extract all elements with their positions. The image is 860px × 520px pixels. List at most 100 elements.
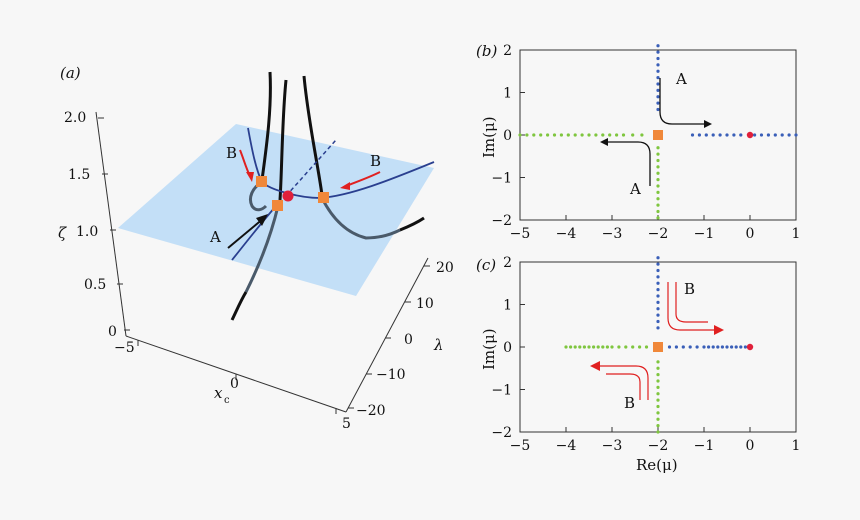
surface-curve-below (248, 180, 268, 212)
data-point (656, 256, 660, 260)
x-tick-label: −4 (556, 438, 577, 454)
data-point (638, 345, 642, 349)
data-point (667, 345, 672, 349)
red-point (282, 190, 294, 202)
data-point (656, 63, 660, 67)
data-point (656, 379, 660, 383)
data-points (564, 256, 754, 434)
annotation-a: A (629, 180, 641, 198)
data-point (656, 197, 660, 201)
arrow-a-head (704, 120, 712, 128)
y-ticks: 2 1 0 −1 −2 (491, 255, 525, 441)
panel-b: (b) −5 −4 −3 −2 −1 0 1 2 1 0 −1 −2 Im(μ) A A (476, 42, 800, 242)
data-point (656, 430, 660, 434)
data-point (656, 95, 660, 99)
panel-label: (b) (476, 42, 497, 60)
arrow-a-head (600, 138, 608, 146)
data-point (720, 345, 725, 349)
data-point (725, 133, 729, 137)
arrow-a (227, 217, 265, 249)
x-tick-label: 0 (746, 226, 755, 242)
x-tick-label: −3 (602, 438, 623, 454)
section-curve (247, 127, 435, 199)
data-point (656, 82, 660, 86)
data-point (656, 392, 660, 396)
x-tick-label: −1 (694, 226, 715, 242)
data-point (656, 262, 660, 266)
annotation-b: B (226, 144, 237, 162)
y-axis-label: Im(μ) (480, 116, 498, 158)
data-point (656, 417, 660, 421)
data-point (702, 345, 706, 349)
data-points (518, 44, 798, 220)
panel-a: (a) 2.0 1.5 1.0 0.5 0 ζ −5 0 5 (58, 64, 454, 432)
data-point (573, 133, 577, 137)
z-axis-label: ζ (58, 224, 67, 242)
z-ticks: 2.0 1.5 1.0 0.5 0 ζ (58, 110, 130, 340)
lambda-tick-label: 0 (404, 332, 413, 348)
data-point (711, 133, 715, 137)
dashed-line (285, 139, 337, 197)
orange-marker (256, 176, 267, 187)
data-point (695, 345, 699, 349)
data-point (688, 345, 692, 349)
data-point (656, 101, 660, 105)
annotation-b: B (684, 280, 695, 298)
orange-marker (272, 200, 283, 211)
data-point (615, 133, 619, 137)
x-tick-label: 1 (792, 226, 801, 242)
z-tick-label: 0.5 (84, 277, 106, 293)
data-point (569, 345, 573, 349)
arrow-b (606, 373, 641, 400)
data-point (716, 345, 720, 349)
data-point (592, 345, 596, 349)
arrow-b (675, 282, 708, 323)
y-tick-label: −2 (491, 213, 512, 229)
z-tick-label: 1.0 (76, 224, 98, 240)
lambda-tick-label: 10 (416, 296, 434, 312)
data-point (656, 411, 660, 415)
data-point (656, 366, 660, 370)
y-tick-label: 1 (503, 298, 512, 314)
data-point (656, 209, 660, 214)
y-tick-label: 2 (503, 255, 512, 271)
y-tick-label: −2 (491, 425, 512, 441)
lambda-axis-line (345, 257, 429, 413)
data-point (656, 107, 660, 112)
data-point (656, 319, 660, 324)
surface-curve-below (244, 205, 280, 293)
data-point (624, 345, 628, 349)
x-ticks: −5 −4 −3 −2 −1 0 1 (510, 427, 800, 454)
data-point (707, 345, 711, 349)
arrow-a (659, 78, 706, 125)
data-point (656, 360, 660, 364)
data-point (734, 345, 738, 349)
arrow-b-head (714, 325, 724, 335)
z-axis-line (95, 111, 127, 337)
data-point (759, 133, 764, 137)
data-point (656, 171, 660, 175)
data-point (656, 56, 660, 61)
lambda-tick-label: −10 (376, 367, 406, 383)
data-point (656, 50, 660, 54)
data-point (631, 345, 635, 349)
data-point (656, 44, 660, 48)
surface-curve (260, 71, 272, 181)
y-ticks: 2 1 0 −1 −2 (491, 43, 525, 229)
data-point (656, 288, 660, 292)
data-point (746, 343, 754, 351)
data-point (594, 133, 598, 137)
data-point (580, 133, 584, 137)
x-tick-label: 0 (230, 376, 239, 392)
surface-curve (302, 75, 324, 196)
data-point (739, 345, 743, 349)
data-point (674, 345, 679, 349)
data-point (656, 275, 660, 279)
data-point (656, 313, 660, 317)
y-axis-label: Im(μ) (480, 328, 498, 370)
data-point (656, 300, 660, 304)
data-point (787, 133, 791, 137)
data-point (656, 294, 660, 298)
lambda-ticks: 20 10 0 −10 −20 λ (348, 260, 454, 419)
data-point (582, 345, 587, 349)
